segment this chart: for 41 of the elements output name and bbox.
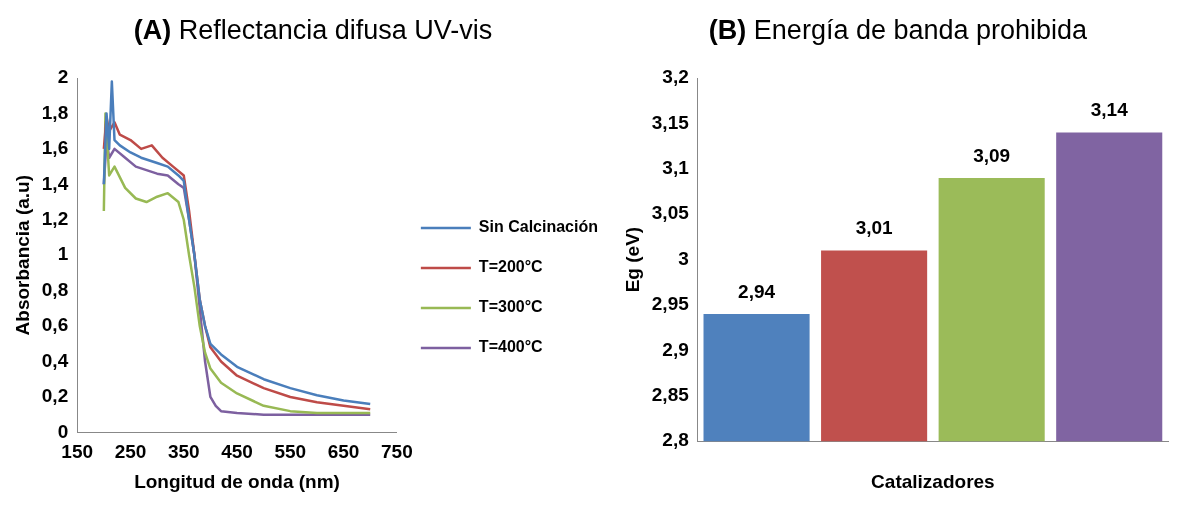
legend-label: T=400°C xyxy=(478,338,544,356)
data-label: 2,94 xyxy=(738,280,776,302)
y-tick-label: 3,2 xyxy=(662,66,689,88)
legend-label: T=200°C xyxy=(478,258,544,276)
y-tick-label: 1,2 xyxy=(41,207,69,229)
x-tick-label: 550 xyxy=(274,441,307,463)
y-tick-label: 0,6 xyxy=(41,314,69,336)
x-tick-label: 150 xyxy=(61,441,94,463)
x-tick-label: 250 xyxy=(114,441,147,463)
y-tick-label: 3 xyxy=(678,247,689,269)
data-label: 3,14 xyxy=(1090,99,1129,121)
chart-title: (A) Reflectancia difusa UV-vis xyxy=(132,14,494,47)
y-axis-title: Absorbancia (a.u) xyxy=(11,174,33,336)
y-tick-label: 3,15 xyxy=(651,111,690,133)
chart-title: (B) Energía de banda prohibida xyxy=(707,14,1089,47)
y-tick-label: 0,4 xyxy=(41,349,69,371)
y-tick-label: 1 xyxy=(57,243,69,265)
y-tick-label: 0,2 xyxy=(41,385,69,407)
x-tick-label: 350 xyxy=(167,441,200,463)
y-tick-label: 2,8 xyxy=(662,429,689,451)
legend-label: Sin Calcinación xyxy=(478,218,598,236)
y-tick-label: 2,9 xyxy=(662,338,689,360)
y-tick-label: 1,6 xyxy=(41,137,69,159)
y-tick-label: 3,1 xyxy=(662,157,690,179)
x-axis-title: Longitud de onda (nm) xyxy=(134,470,340,492)
data-label: 3,09 xyxy=(973,144,1011,166)
x-tick-label: 650 xyxy=(327,441,360,463)
y-tick-label: 0,8 xyxy=(41,278,69,300)
x-tick-label: 450 xyxy=(221,441,253,463)
y-tick-label: 3,05 xyxy=(651,202,690,224)
legend-label: T=300°C xyxy=(478,298,544,316)
x-tick-label: 750 xyxy=(381,441,413,463)
y-tick-label: 0 xyxy=(57,420,69,442)
y-axis-title: Eg (eV) xyxy=(621,226,643,293)
x-axis-title: Catalizadores xyxy=(871,470,995,492)
y-tick-label: 2,85 xyxy=(651,384,690,406)
data-label: 3,01 xyxy=(855,217,894,239)
y-tick-label: 1,4 xyxy=(41,172,69,194)
y-tick-label: 2,95 xyxy=(651,293,690,315)
y-tick-label: 2 xyxy=(57,66,69,88)
y-tick-label: 1,8 xyxy=(41,101,69,123)
